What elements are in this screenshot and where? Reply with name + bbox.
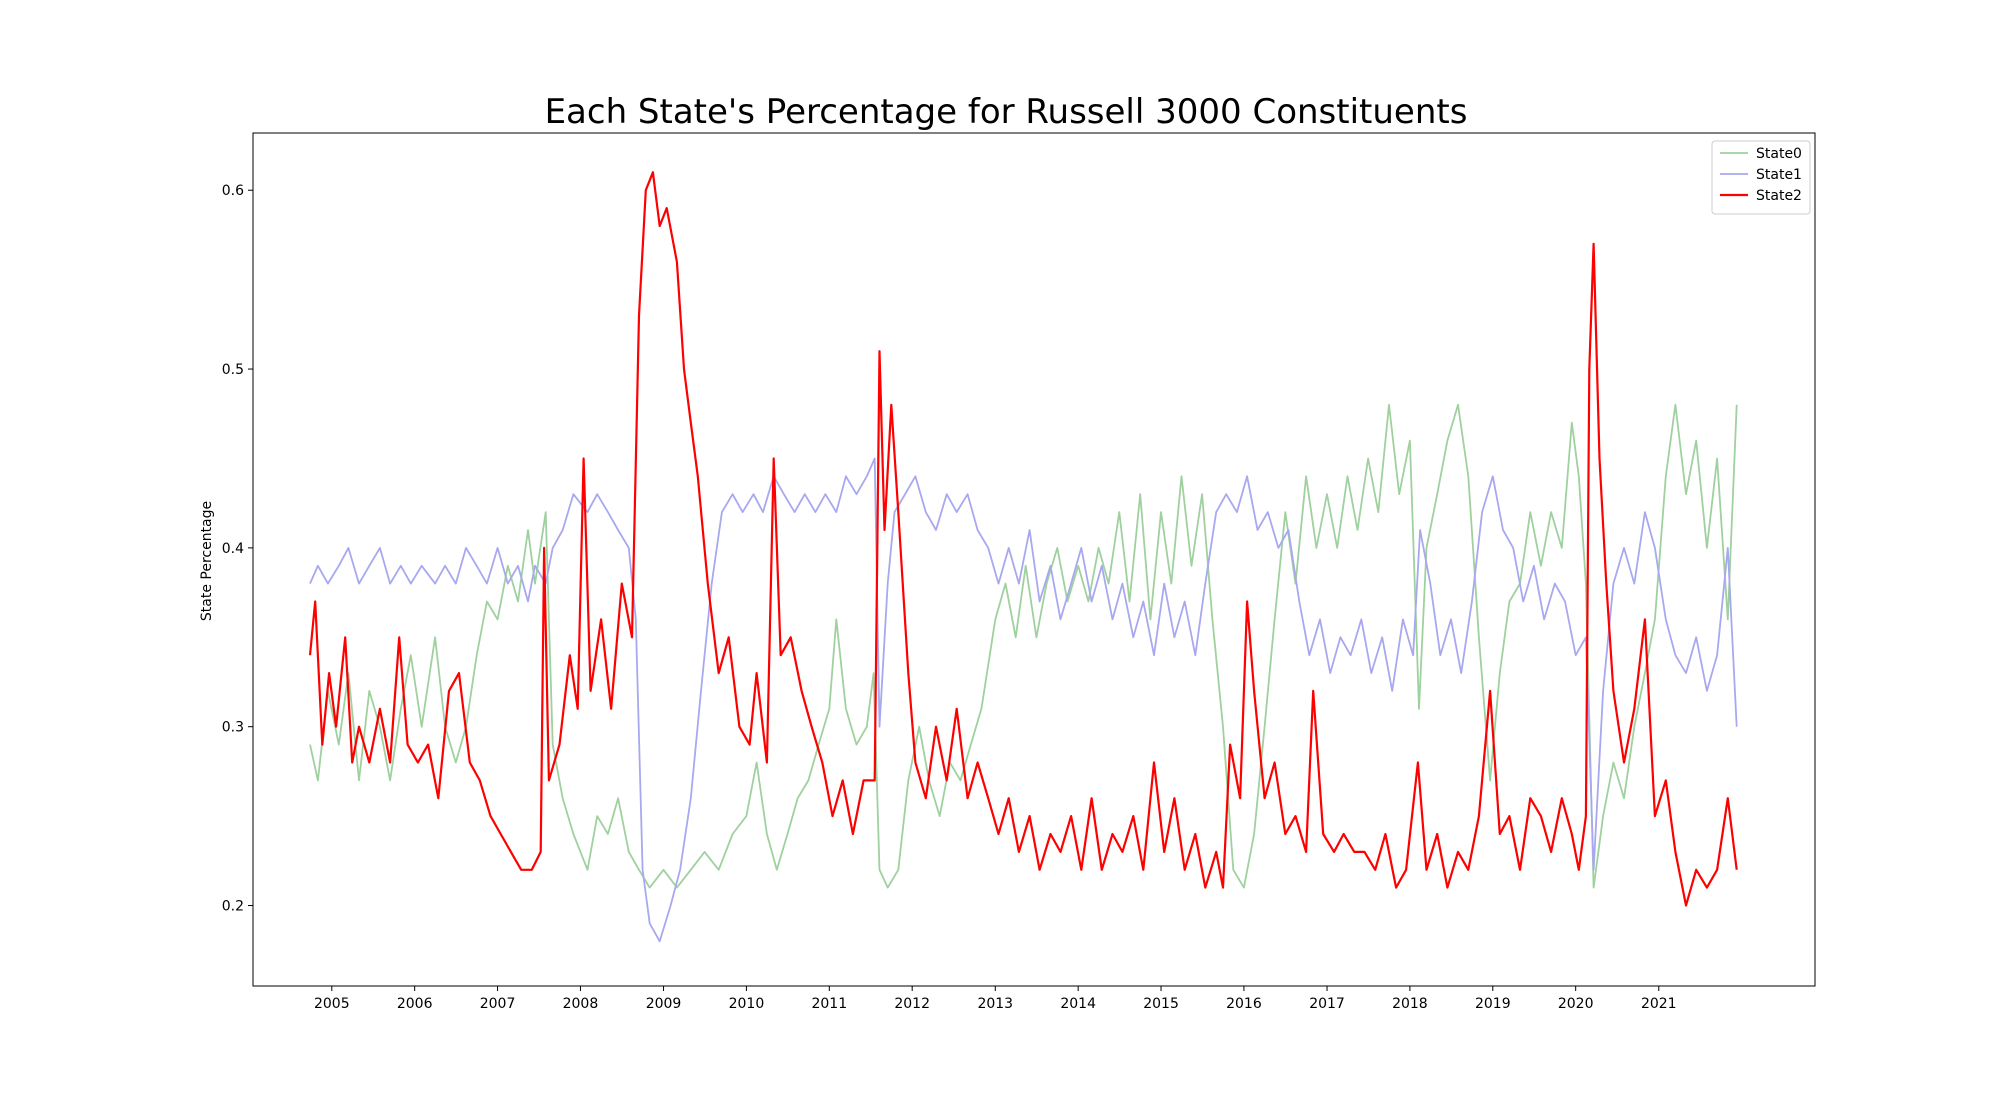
legend-label-state1: State1 bbox=[1756, 167, 1802, 183]
series-line-state0 bbox=[309, 403, 1738, 889]
x-tick-label: 2013 bbox=[977, 996, 1013, 1012]
series-line-state1 bbox=[309, 457, 1738, 943]
y-tick-label: 0.3 bbox=[222, 720, 244, 736]
x-tick-label: 2012 bbox=[894, 996, 930, 1012]
x-tick-label: 2009 bbox=[646, 996, 682, 1012]
x-tick-label: 2010 bbox=[729, 996, 765, 1012]
axes: 2005 2006 2007 2008 2009 2010 2011 2012 2013 2014… bbox=[222, 132, 1816, 1012]
y-axis-label: State Percentage bbox=[199, 501, 215, 621]
series-line-state2 bbox=[308, 171, 1738, 907]
x-tick-label: 2011 bbox=[811, 996, 847, 1012]
x-tick-label: 2014 bbox=[1060, 996, 1096, 1012]
y-tick-label: 0.5 bbox=[222, 362, 244, 378]
x-tick-label: 2018 bbox=[1392, 996, 1428, 1012]
x-tick-label: 2007 bbox=[480, 996, 516, 1012]
legend-label-state2: State2 bbox=[1756, 188, 1802, 204]
plot-area bbox=[308, 171, 1738, 943]
legend-label-state0: State0 bbox=[1756, 146, 1802, 162]
x-tick-label: 2020 bbox=[1558, 996, 1594, 1012]
x-tick-label: 2019 bbox=[1475, 996, 1511, 1012]
x-tick-label: 2005 bbox=[314, 996, 350, 1012]
y-tick-label: 0.2 bbox=[222, 899, 244, 915]
x-tick-label: 2017 bbox=[1309, 996, 1345, 1012]
x-tick-label: 2016 bbox=[1226, 996, 1262, 1012]
y-tick-label: 0.6 bbox=[222, 183, 244, 199]
x-tick-label: 2021 bbox=[1641, 996, 1677, 1012]
legend: State0 State1 State2 bbox=[1711, 140, 1811, 215]
y-tick-label: 0.4 bbox=[222, 541, 244, 557]
x-tick-label: 2008 bbox=[563, 996, 599, 1012]
plot-frame bbox=[252, 132, 1816, 987]
x-tick-label: 2015 bbox=[1143, 996, 1179, 1012]
x-tick-label: 2006 bbox=[397, 996, 433, 1012]
chart-title: Each State's Percentage for Russell 3000… bbox=[545, 92, 1468, 132]
